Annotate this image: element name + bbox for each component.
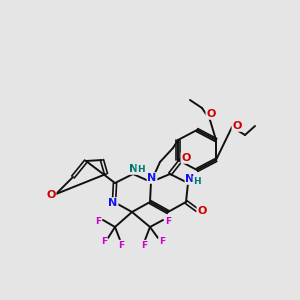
- Text: F: F: [118, 241, 124, 250]
- Text: O: O: [197, 206, 207, 216]
- Text: N: N: [108, 198, 118, 208]
- Text: N: N: [129, 164, 139, 174]
- Text: O: O: [232, 121, 242, 131]
- Text: O: O: [206, 109, 216, 119]
- Text: N: N: [185, 174, 195, 184]
- Text: O: O: [46, 190, 56, 200]
- Text: H: H: [137, 164, 145, 173]
- Text: F: F: [141, 241, 147, 250]
- Text: F: F: [95, 217, 101, 226]
- Text: F: F: [101, 238, 107, 247]
- Text: O: O: [181, 153, 191, 163]
- Text: N: N: [147, 173, 157, 183]
- Text: H: H: [193, 176, 201, 185]
- Text: F: F: [159, 238, 165, 247]
- Text: F: F: [165, 217, 171, 226]
